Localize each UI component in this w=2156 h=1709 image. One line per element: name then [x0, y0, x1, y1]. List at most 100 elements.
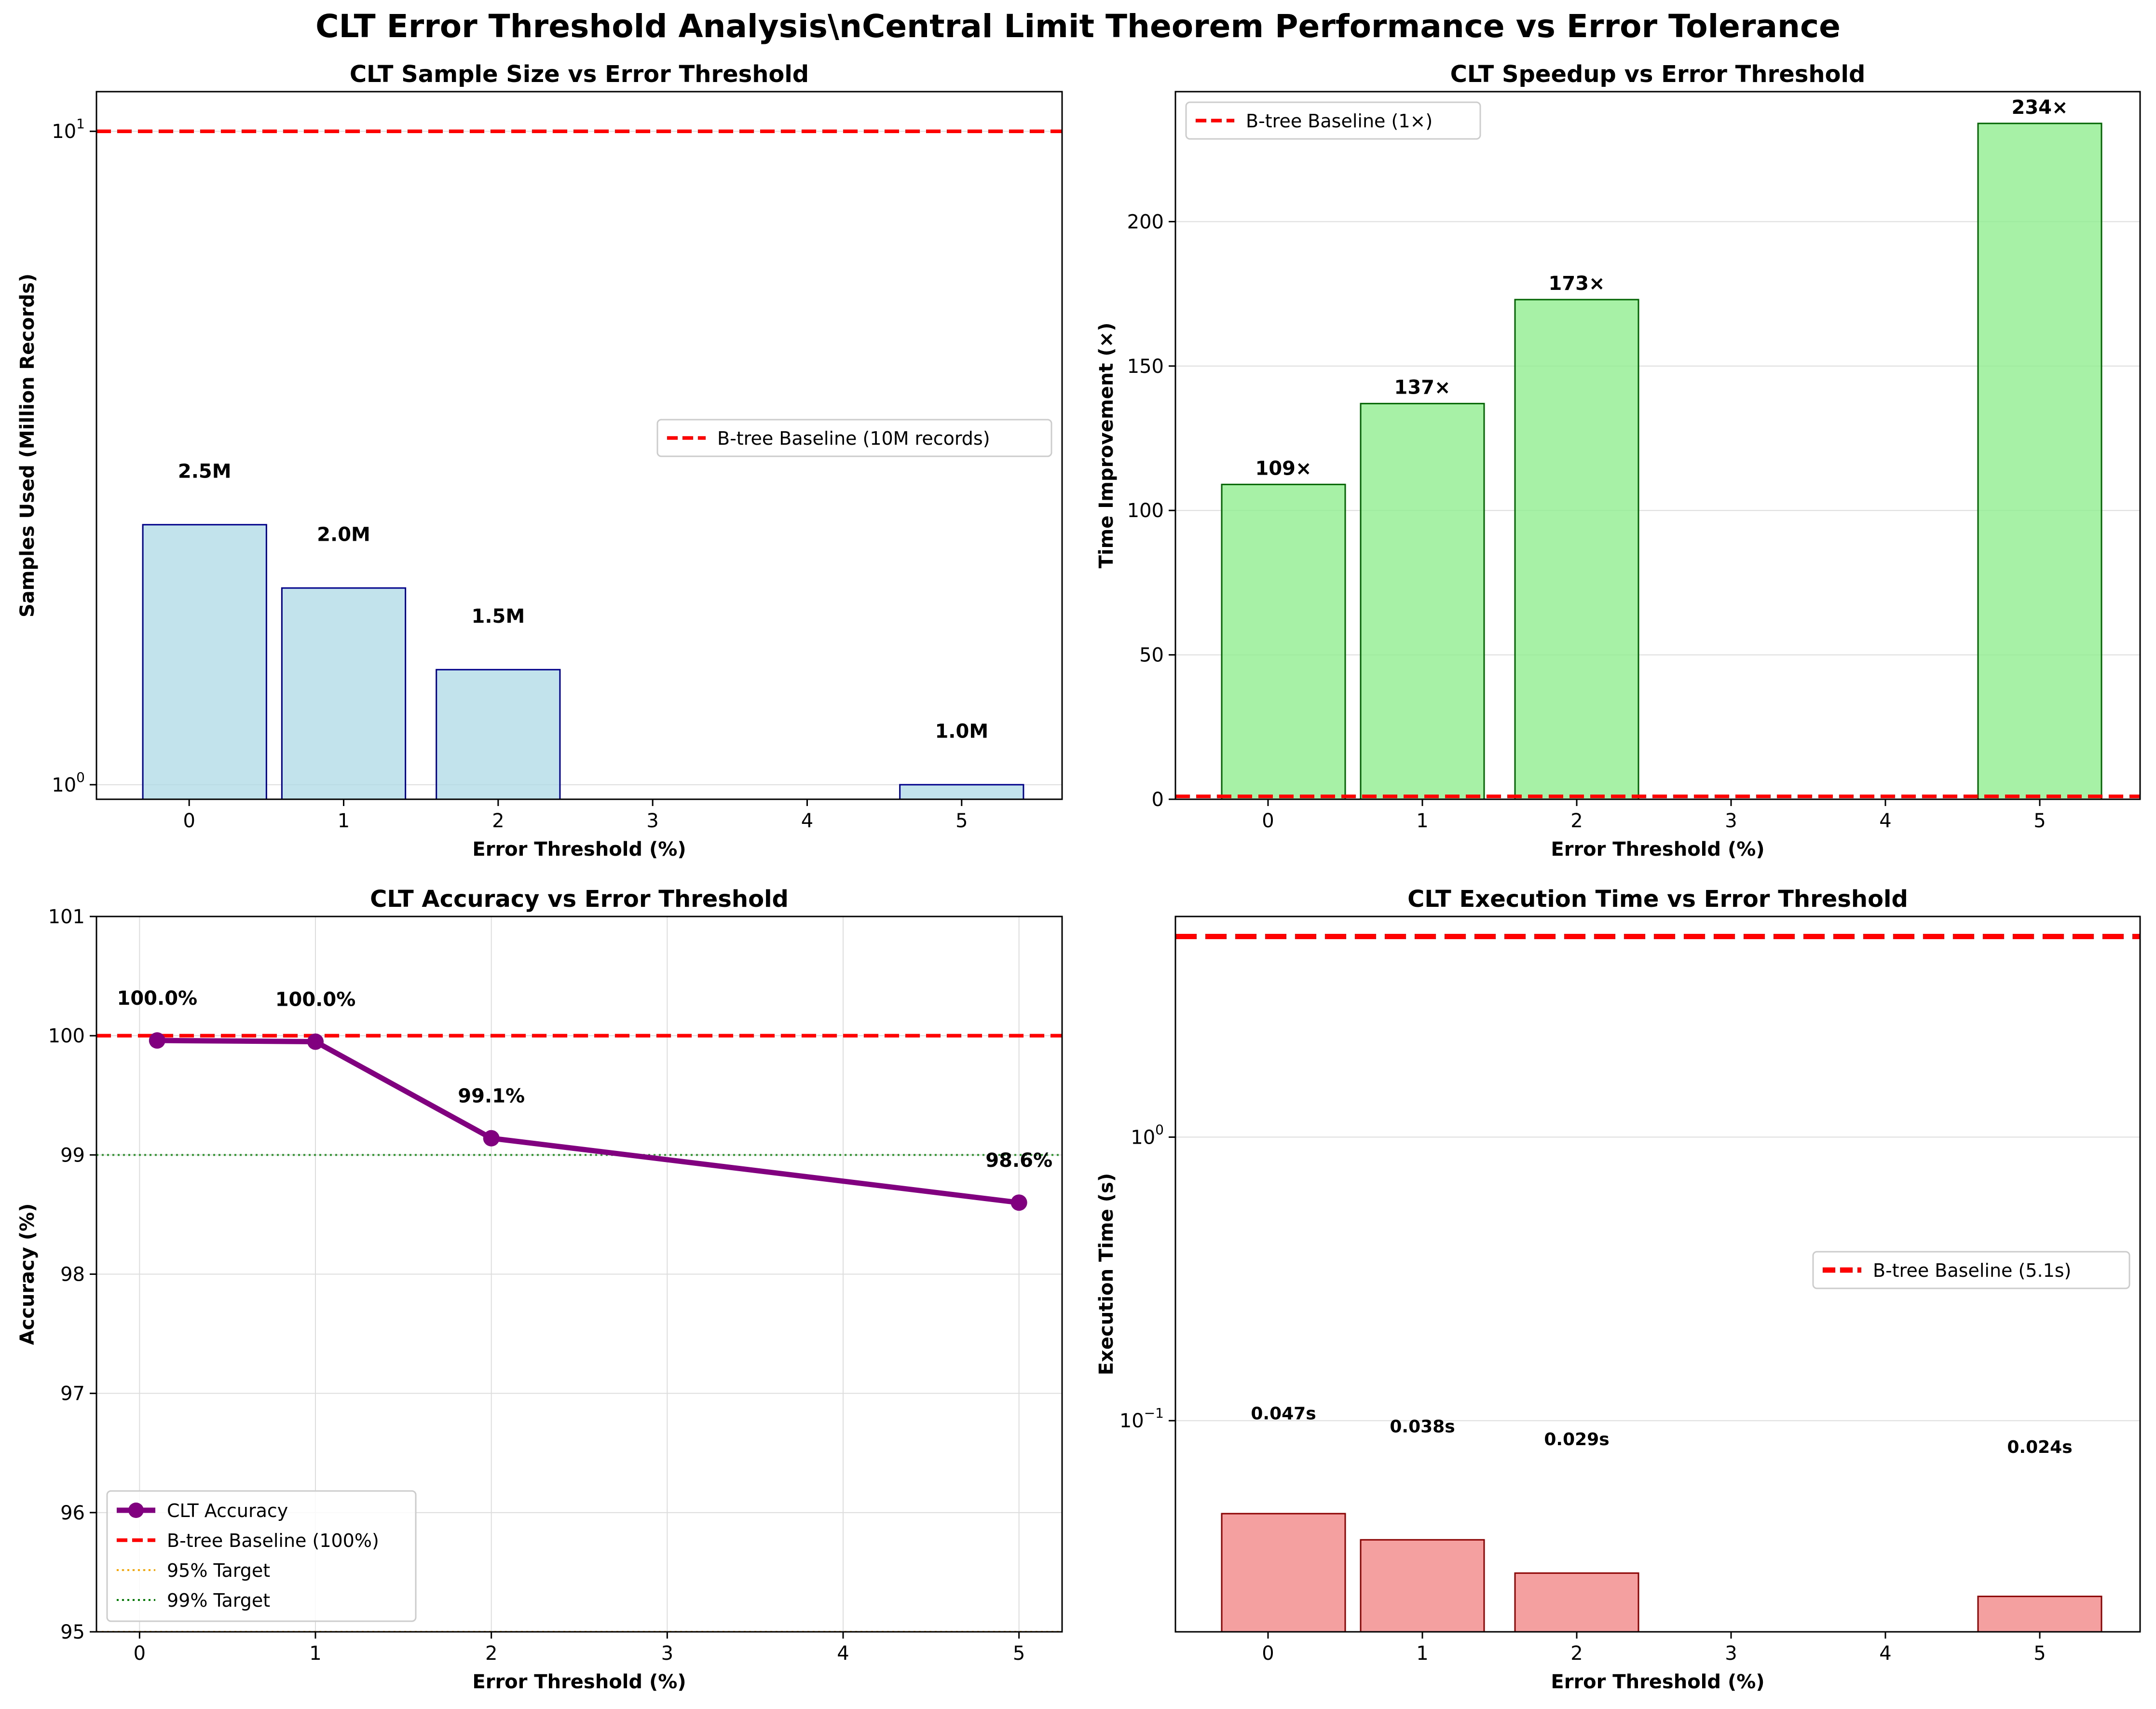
- y-axis-label: Accuracy (%): [16, 1203, 39, 1345]
- point-value-label: 100.0%: [275, 988, 356, 1011]
- plot-area: [1175, 933, 2140, 1632]
- y-tick-label-base: 10: [1131, 1126, 1155, 1148]
- x-axis-label: Error Threshold (%): [472, 1671, 686, 1693]
- x-tick-label: 3: [1725, 810, 1737, 832]
- bar-value-label: 1.5M: [471, 605, 525, 628]
- y-tick-label: 96: [60, 1502, 85, 1524]
- legend: B-tree Baseline (1×): [1185, 101, 1481, 140]
- x-tick-label: 0: [1262, 810, 1274, 832]
- x-axis-label: Error Threshold (%): [1551, 1671, 1764, 1693]
- x-tick-label: 5: [955, 810, 968, 832]
- bar-value-label: 137×: [1394, 377, 1450, 399]
- y-tick-label: 95: [60, 1621, 85, 1643]
- bar: [1360, 1539, 1485, 1632]
- y-tick-label-base: 10: [52, 121, 76, 143]
- bar: [281, 587, 407, 799]
- x-tick-label: 1: [338, 810, 350, 832]
- y-tick-label: 150: [1127, 355, 1164, 378]
- accuracy-series-line: [157, 1038, 1020, 1205]
- x-tick-label: 1: [309, 1642, 321, 1665]
- accuracy-point: [1010, 1194, 1027, 1211]
- y-axis-label: Time Improvement (×): [1095, 323, 1118, 569]
- bar: [1977, 1596, 2102, 1632]
- legend: B-tree Baseline (10M records): [656, 419, 1052, 457]
- y-tick-label: 100: [1127, 500, 1164, 522]
- x-tick-label: 1: [1416, 1642, 1428, 1665]
- legend: CLT Accuracy B-tree Baseline (100%) 95% Ta…: [106, 1490, 417, 1622]
- bar: [436, 669, 561, 799]
- x-axis-label: Error Threshold (%): [1551, 838, 1764, 861]
- bar: [1360, 403, 1485, 799]
- bar-value-label: 173×: [1548, 273, 1605, 295]
- x-tick-label: 5: [2033, 1642, 2046, 1665]
- x-tick-label: 5: [1013, 1642, 1025, 1665]
- x-tick-label: 0: [183, 810, 195, 832]
- bar: [899, 784, 1024, 799]
- accuracy-point: [307, 1033, 324, 1050]
- x-tick-label: 3: [646, 810, 658, 832]
- x-tick-label: 4: [1879, 1642, 1891, 1665]
- bar: [1514, 1572, 1639, 1632]
- plot-area: [96, 916, 1062, 1632]
- y-tick-label: 98: [60, 1264, 85, 1286]
- y-tick-label: 101: [52, 116, 85, 143]
- axes-frame: [1174, 916, 2141, 1633]
- legend-label: B-tree Baseline (1×): [1246, 110, 1433, 132]
- y-tick-label: 97: [60, 1383, 85, 1405]
- y-axis-label: Samples Used (Million Records): [16, 273, 39, 617]
- bar-value-label: 234×: [2011, 96, 2068, 119]
- bar: [1221, 1513, 1346, 1632]
- x-tick-label: 5: [2033, 810, 2046, 832]
- x-tick-label: 2: [492, 810, 504, 832]
- x-tick-label: 4: [837, 1642, 849, 1665]
- bar: [142, 524, 267, 799]
- bar-value-label: 0.024s: [2007, 1437, 2072, 1457]
- bar-value-label: 2.5M: [178, 460, 232, 482]
- x-tick-label: 4: [801, 810, 813, 832]
- y-tick-label-exponent: 0: [1155, 1121, 1164, 1137]
- axes-frame: [1174, 91, 2141, 800]
- plot-area: [96, 129, 1062, 799]
- legend-frame: [106, 1490, 417, 1622]
- panel-title: CLT Accuracy vs Error Threshold: [370, 886, 789, 913]
- legend-frame: [1185, 101, 1481, 140]
- x-tick-label: 0: [134, 1642, 146, 1665]
- y-tick-label-base: 10: [52, 774, 76, 796]
- x-tick-label: 2: [1570, 810, 1583, 832]
- bar-value-label: 0.047s: [1251, 1404, 1316, 1424]
- legend-frame: [656, 419, 1052, 457]
- y-tick-label: 100: [1131, 1121, 1164, 1148]
- accuracy-point: [483, 1130, 500, 1147]
- bar-value-label: 2.0M: [317, 524, 370, 546]
- accuracy-point: [149, 1032, 165, 1049]
- panel-title: CLT Speedup vs Error Threshold: [1450, 61, 1866, 88]
- y-tick-label: 50: [1139, 644, 1164, 667]
- bar: [1977, 123, 2102, 799]
- bar-value-label: 1.0M: [935, 720, 988, 742]
- x-tick-label: 2: [1570, 1642, 1583, 1665]
- x-tick-label: 3: [1725, 1642, 1737, 1665]
- y-tick-label-exponent: 1: [76, 116, 85, 132]
- y-tick-label-exponent: 0: [76, 769, 85, 785]
- x-tick-label: 3: [661, 1642, 673, 1665]
- y-tick-label: 100: [48, 1025, 85, 1047]
- bar: [1221, 483, 1346, 799]
- y-tick-label-exponent: −1: [1144, 1405, 1164, 1421]
- legend-label: CLT Accuracy: [167, 1500, 288, 1521]
- legend-frame: [1812, 1251, 2130, 1289]
- bar-value-label: 0.029s: [1544, 1430, 1609, 1449]
- legend-label: B-tree Baseline (5.1s): [1873, 1260, 2071, 1281]
- axes-frame: [96, 91, 1063, 800]
- x-tick-label: 4: [1879, 810, 1891, 832]
- panel-title: CLT Execution Time vs Error Threshold: [1407, 886, 1908, 913]
- y-tick-label: 200: [1127, 211, 1164, 233]
- y-tick-label: 10−1: [1119, 1405, 1164, 1432]
- legend-label: 95% Target: [167, 1560, 270, 1581]
- legend-label: 99% Target: [167, 1590, 270, 1611]
- bar-value-label: 0.038s: [1390, 1417, 1455, 1436]
- x-tick-label: 0: [1262, 1642, 1274, 1665]
- panel-2: 109× 137× 173× 234× 0 50 100 150 200 0 1 2 3 4 5 CLT Sp…: [1095, 61, 2141, 861]
